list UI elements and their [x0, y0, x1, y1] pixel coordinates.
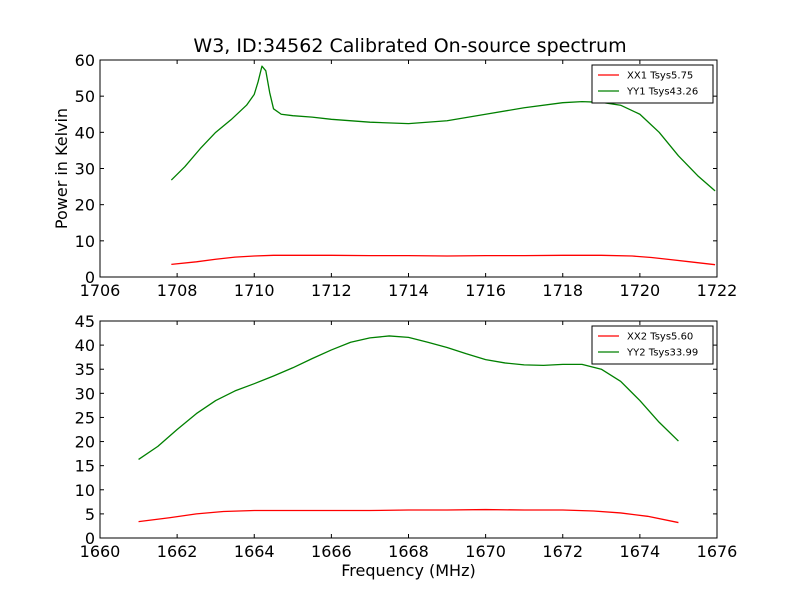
plots: 1706 1708 1710 1712 1714 1716 1718 1720 1722 0 10 2… — [52, 51, 737, 580]
x-tick-label: 1714 — [388, 281, 429, 300]
x-tick-label: 1720 — [620, 281, 661, 300]
legend-entry: YY1 Tsys43.26 — [626, 87, 698, 98]
x-tick-label: 1674 — [620, 542, 661, 561]
legend-box — [591, 64, 714, 104]
legend-1: XX1 Tsys5.75 YY1 Tsys43.26 — [591, 64, 714, 104]
y-tick-label: 0 — [85, 268, 95, 287]
y-tick-label: 60 — [75, 51, 95, 70]
y-tick-label: 45 — [75, 312, 95, 331]
x-tick-label: 1664 — [234, 542, 275, 561]
legend-entry: XX1 Tsys5.75 — [627, 71, 693, 82]
x-tick-label: 1718 — [542, 281, 583, 300]
figure-title: W3, ID:34562 Calibrated On-source spectr… — [193, 35, 626, 57]
y-tick-label: 20 — [75, 196, 95, 215]
subplot-1: 1706 1708 1710 1712 1714 1716 1718 1720 1722 0 10 2… — [52, 51, 737, 300]
y-tick-label: 5 — [85, 505, 95, 524]
y-tick-label: 35 — [75, 360, 95, 379]
x-tick-label: 1712 — [311, 281, 352, 300]
series-line-2-1 — [138, 508, 679, 524]
y-tick-label: 50 — [75, 87, 95, 106]
y-tick-label: 10 — [75, 232, 95, 251]
series-line-1-1 — [171, 254, 716, 266]
legend-entry: YY2 Tsys33.99 — [626, 348, 698, 359]
x-tick-label: 1660 — [80, 542, 121, 561]
x-tick-label: 1666 — [311, 542, 352, 561]
y-tick-label: 15 — [75, 457, 95, 476]
y-tick-label: 40 — [75, 123, 95, 142]
legend-2: XX2 Tsys5.60 YY2 Tsys33.99 — [591, 325, 714, 365]
y-tick-label: 40 — [75, 336, 95, 355]
y-tick-label: 30 — [75, 384, 95, 403]
x-tick-label: 1672 — [542, 542, 583, 561]
x-tick-label: 1668 — [388, 542, 429, 561]
legend-box — [591, 325, 714, 365]
subplot-2: 1660 1662 1664 1666 1668 1670 1672 1674 1676 0 5 10… — [75, 312, 738, 580]
x-tick-label: 1662 — [157, 542, 198, 561]
y-tick-label: 10 — [75, 481, 95, 500]
y-tick-label: 30 — [75, 160, 95, 179]
x-tick-label: 1670 — [465, 542, 506, 561]
legend-entry: XX2 Tsys5.60 — [627, 332, 693, 343]
x-tick-label: 1708 — [157, 281, 198, 300]
x-tick-label: 1676 — [697, 542, 738, 561]
x-tick-label: 1710 — [234, 281, 275, 300]
x-axis-label: Frequency (MHz) — [341, 561, 475, 580]
x-tick-label: 1722 — [697, 281, 738, 300]
y-tick-label: 25 — [75, 408, 95, 427]
y-tick-label: 20 — [75, 433, 95, 452]
x-tick-label: 1716 — [465, 281, 506, 300]
series-line-1-2 — [170, 65, 716, 192]
y-tick-label: 0 — [85, 529, 95, 548]
x-tick-label: 1706 — [80, 281, 121, 300]
y-axis-label: Power in Kelvin — [52, 108, 71, 229]
series-line-2-2 — [138, 335, 679, 460]
